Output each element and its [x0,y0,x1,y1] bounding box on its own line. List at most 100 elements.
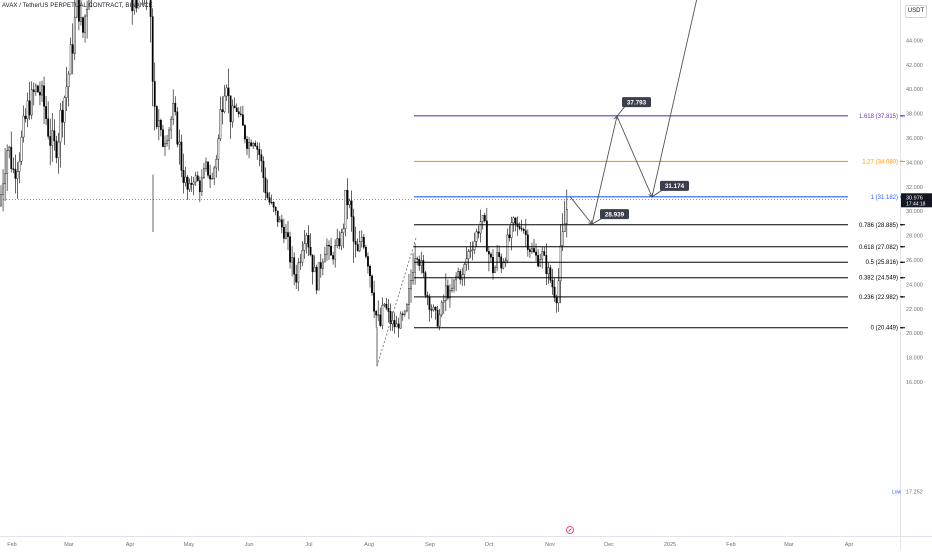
candle-body [24,115,27,120]
candle-body [274,206,277,212]
candle-body [399,313,402,329]
candle-body [561,231,564,246]
candle-body [289,236,291,263]
callout-bg [660,180,689,191]
arrow-head [588,220,593,225]
candle-body [496,252,498,268]
candle-body [502,262,505,269]
candle-body [186,176,189,190]
candle-body [174,103,177,113]
candle-body [360,236,363,242]
candle-body [57,141,60,158]
candle-body [12,168,15,170]
candle-body [227,87,230,96]
fib-label-bg [848,323,900,333]
y-tick-label: 36.000 [906,136,923,142]
candle-body [4,173,7,185]
candle-body [53,130,56,142]
candle-body [250,142,252,147]
fib-level-dot [901,223,903,226]
candle-body [492,257,494,273]
candle-body [358,241,361,252]
candle-body [205,161,207,169]
candle-body [297,262,300,283]
candle-body [159,120,162,130]
candle-body [166,140,168,144]
event-marker-icon[interactable] [566,526,574,534]
candle-body [37,85,39,93]
candle-body [258,149,261,156]
candle-body [2,183,4,195]
x-tick-label: Mar [64,542,74,548]
y-tick-label: 34.000 [906,160,923,166]
currency-button[interactable]: USDT [905,5,927,18]
fib-level-label: 1 (31.182) [871,195,898,201]
x-tick-label: 2025 [664,542,676,548]
candle-body [319,262,322,269]
candle-body [531,248,533,252]
candle-body [75,0,78,18]
candle-body [283,227,285,239]
candle-body [522,229,525,231]
candle-body [221,109,224,112]
candle-body [264,177,267,194]
candle-body [194,175,197,183]
fib-label-bg [848,156,900,166]
x-tick-label: Dec [604,542,614,548]
candle-body [270,202,273,204]
candle-body [395,323,398,328]
fib-level-dot [901,326,903,329]
y-tick-label: 20.000 [906,331,923,337]
last-price-value: 30.976 [906,195,923,201]
candle-body [170,119,173,131]
candle-body [272,202,275,208]
fib-label-bg [848,242,900,252]
symbol-title: AVAX / TetherUS PERPETUAL CONTRACT, BINA… [2,3,153,9]
x-tick-label: Apr [845,542,854,548]
candle-body [410,280,412,289]
candle-body [344,190,347,230]
candle-body [192,181,195,185]
candle-body [162,129,164,147]
candle-body [237,111,240,115]
candle-body [69,44,72,75]
fib-level-label: 1.27 (34.080) [862,159,898,165]
candle-body [393,320,396,328]
candle-body [168,129,170,141]
x-tick-label: Mar [784,542,794,548]
fib-label-bg [848,292,900,302]
candle-body [82,17,84,33]
candle-body [348,200,351,205]
candle-body [485,220,488,252]
candle-body [408,288,410,305]
candle-body [432,306,435,310]
candle-body [389,311,392,325]
fib-level-dot [901,160,903,163]
fib-label-bg [848,111,900,121]
candle-body [301,250,304,263]
fib-label-bg [848,220,900,230]
candle-body [365,246,367,257]
candle-body [16,171,19,179]
candle-body [8,146,11,151]
candle-body [182,170,185,183]
y-tick-label: 22.000 [906,307,923,313]
candle-body [73,16,76,54]
y-tick-label: 44.000 [906,38,923,44]
x-tick-label: Jun [245,542,254,548]
candle-body [311,254,314,273]
candle-body [533,248,535,253]
candle-body [514,217,517,224]
candle-body [416,258,419,260]
projection-price-label: 37.793 [627,99,647,106]
candle-body [219,109,222,139]
candle-body [235,107,238,112]
candle-body [387,308,390,312]
candle-body [305,235,308,244]
candle-body [494,267,496,273]
candle-body [176,111,179,145]
candle-body [475,231,478,242]
candle-body [430,309,433,311]
